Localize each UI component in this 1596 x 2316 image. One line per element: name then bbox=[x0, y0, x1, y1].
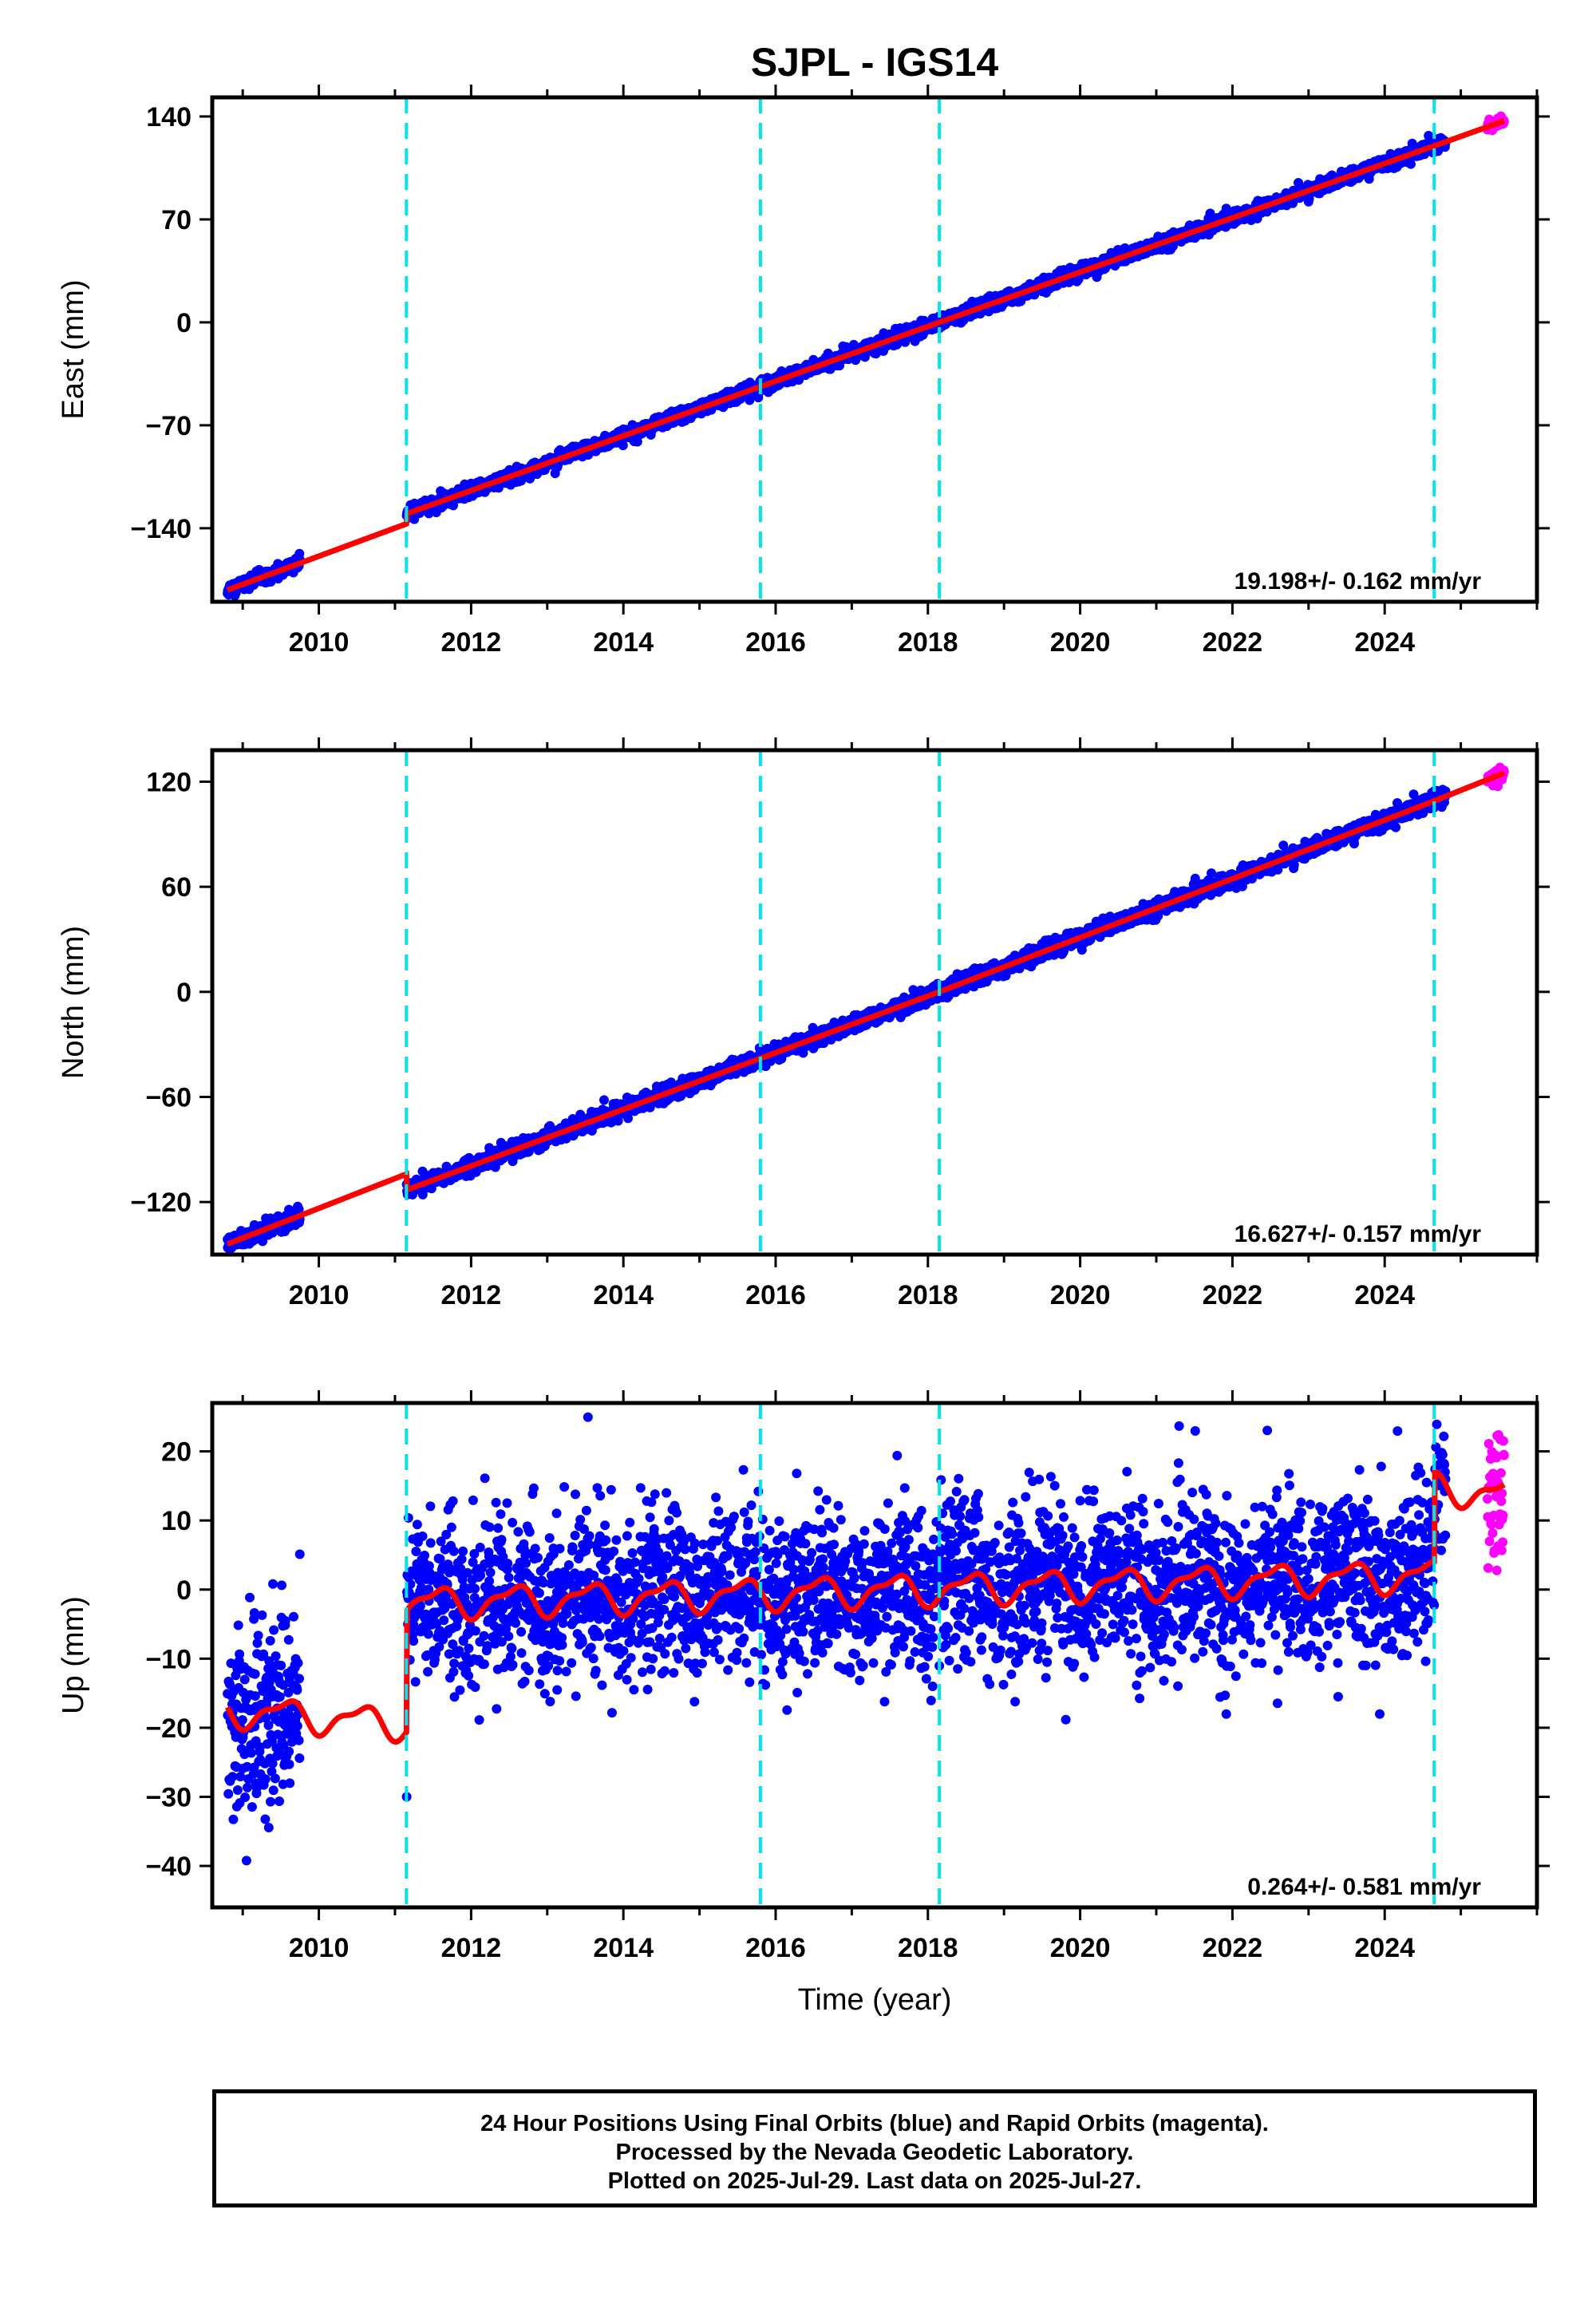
east-y-axis-label: East (mm) bbox=[57, 279, 90, 419]
east-point bbox=[618, 441, 628, 451]
figure-title: SJPL - IGS14 bbox=[751, 40, 999, 85]
east-point bbox=[448, 500, 458, 511]
east-x-tick-label: 2014 bbox=[593, 627, 654, 658]
east-x-tick-label: 2022 bbox=[1203, 627, 1263, 658]
east-velocity-label: 19.198+/- 0.162 mm/yr bbox=[1235, 568, 1482, 595]
east-y-tick-label: −140 bbox=[130, 514, 192, 544]
panel-east: −140 −70 0 70 140 2010 2012 2014 2016 2018 2020 202… bbox=[57, 85, 1550, 658]
east-x-tick-label: 2010 bbox=[289, 627, 350, 658]
east-point bbox=[1405, 159, 1416, 169]
east-x-tick-label: 2024 bbox=[1354, 627, 1415, 658]
north-point bbox=[599, 1095, 609, 1105]
east-y-tick-label: 70 bbox=[161, 205, 192, 235]
east-y-tick-label: 140 bbox=[146, 102, 192, 132]
east-plot-area bbox=[223, 97, 1509, 602]
figure-canvas: SJPL - IGS14 −140 −70 0 70 140 2010 2012 2014 20… bbox=[57, 40, 1550, 2017]
east-x-tick-label: 2016 bbox=[745, 627, 806, 658]
east-x-tick-label: 2020 bbox=[1050, 627, 1111, 658]
east-x-tick-label: 2012 bbox=[441, 627, 502, 658]
north-plot-area bbox=[223, 750, 1509, 1255]
east-y-tick-label: −70 bbox=[145, 411, 192, 441]
east-y-tick-label: 0 bbox=[176, 308, 192, 338]
east-x-tick-label: 2018 bbox=[898, 627, 958, 658]
